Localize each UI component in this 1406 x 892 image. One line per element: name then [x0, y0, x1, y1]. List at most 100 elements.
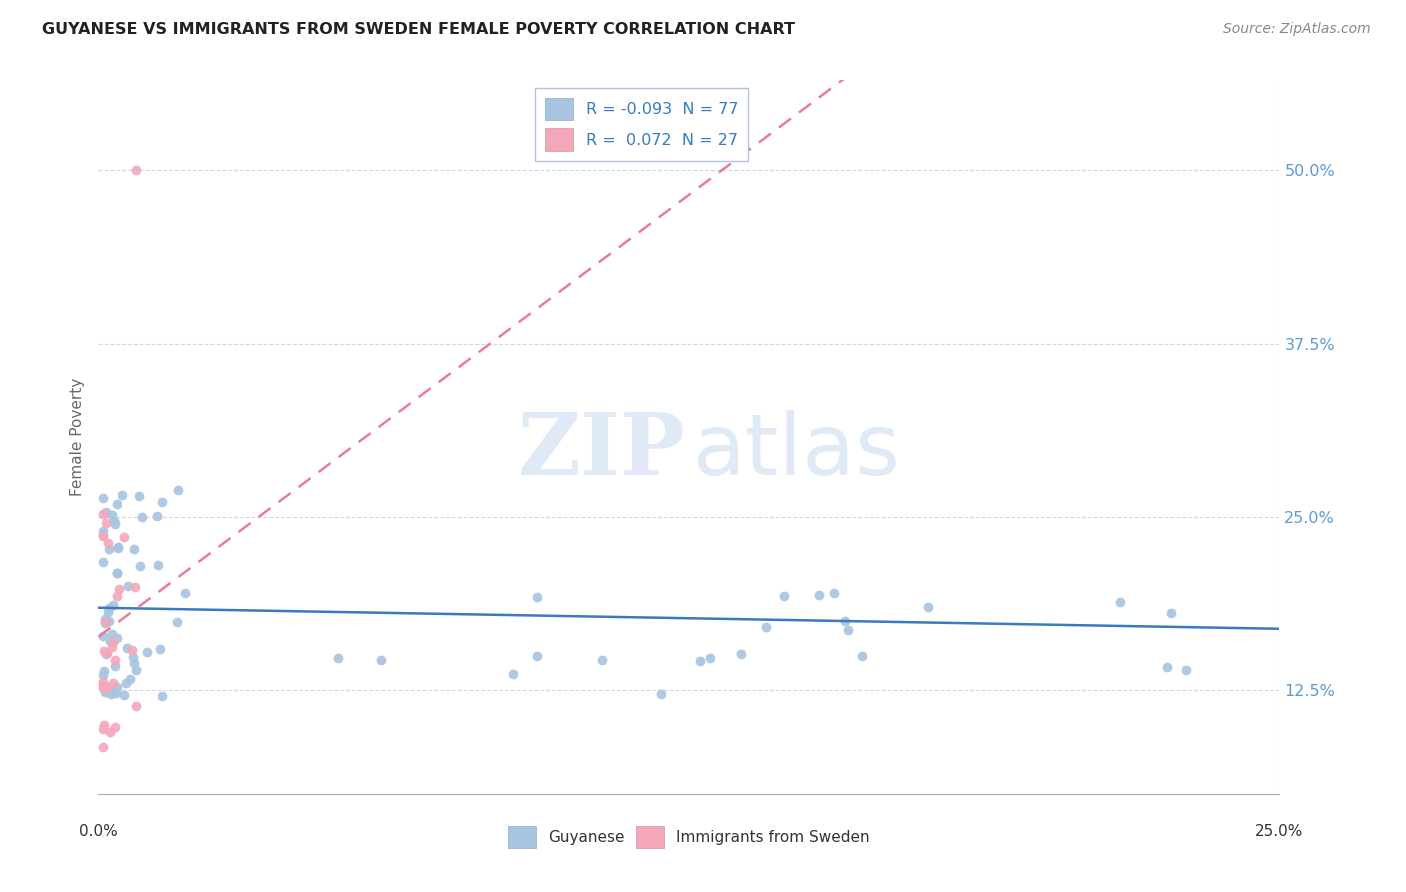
- Point: [121, 650, 143, 665]
- Point: [108, 582, 131, 596]
- Point: [125, 664, 148, 678]
- Point: [502, 667, 524, 681]
- Point: [150, 494, 173, 508]
- Point: [97, 536, 120, 550]
- Point: [96, 646, 118, 660]
- Point: [91, 524, 114, 538]
- Point: [150, 689, 173, 703]
- Point: [129, 558, 152, 573]
- Point: [97, 605, 120, 619]
- Point: [650, 687, 672, 701]
- Point: [117, 579, 139, 593]
- Point: [689, 654, 711, 668]
- Point: [124, 580, 146, 594]
- Point: [755, 619, 778, 633]
- Text: 0.0%: 0.0%: [79, 824, 118, 839]
- Point: [1160, 606, 1182, 620]
- Point: [105, 590, 128, 604]
- Point: [115, 676, 138, 690]
- Point: [91, 555, 114, 569]
- Point: [98, 600, 121, 615]
- Point: [91, 740, 114, 755]
- Text: 25.0%: 25.0%: [1256, 824, 1303, 839]
- Point: [173, 585, 195, 599]
- Y-axis label: Female Poverty: Female Poverty: [69, 378, 84, 496]
- Point: [111, 488, 134, 502]
- Point: [1156, 659, 1178, 673]
- Point: [100, 627, 122, 641]
- Point: [94, 615, 117, 630]
- Point: [91, 675, 114, 690]
- Point: [103, 635, 125, 649]
- Legend: Guyanese, Immigrants from Sweden: Guyanese, Immigrants from Sweden: [502, 820, 876, 854]
- Point: [105, 632, 128, 646]
- Text: GUYANESE VS IMMIGRANTS FROM SWEDEN FEMALE POVERTY CORRELATION CHART: GUYANESE VS IMMIGRANTS FROM SWEDEN FEMAL…: [42, 22, 796, 37]
- Point: [112, 688, 135, 702]
- Point: [526, 590, 548, 604]
- Point: [91, 677, 114, 691]
- Point: [1109, 595, 1132, 609]
- Point: [103, 514, 125, 528]
- Point: [104, 659, 127, 673]
- Point: [101, 598, 124, 612]
- Point: [91, 629, 114, 643]
- Point: [91, 528, 114, 542]
- Point: [93, 664, 115, 678]
- Point: [773, 589, 796, 603]
- Point: [146, 558, 169, 572]
- Point: [808, 588, 831, 602]
- Point: [100, 687, 122, 701]
- Point: [93, 615, 115, 629]
- Point: [98, 614, 121, 628]
- Point: [105, 566, 128, 580]
- Point: [837, 623, 859, 637]
- Point: [93, 644, 115, 658]
- Point: [91, 529, 114, 543]
- Point: [851, 648, 873, 663]
- Point: [122, 542, 145, 557]
- Point: [326, 651, 349, 665]
- Point: [125, 699, 148, 714]
- Point: [107, 541, 129, 556]
- Point: [105, 566, 128, 580]
- Point: [91, 722, 114, 736]
- Point: [98, 724, 121, 739]
- Point: [131, 510, 153, 524]
- Point: [124, 657, 146, 671]
- Point: [107, 497, 129, 511]
- Point: [103, 684, 125, 698]
- Point: [98, 634, 121, 648]
- Point: [166, 615, 188, 629]
- Text: atlas: atlas: [693, 409, 900, 493]
- Point: [149, 641, 172, 656]
- Point: [91, 668, 114, 682]
- Text: ZIP: ZIP: [517, 409, 685, 493]
- Point: [121, 643, 143, 657]
- Point: [94, 684, 117, 698]
- Point: [167, 483, 190, 498]
- Point: [125, 163, 148, 178]
- Point: [94, 505, 117, 519]
- Point: [115, 640, 138, 655]
- Point: [112, 530, 135, 544]
- Point: [103, 720, 125, 734]
- Point: [128, 489, 150, 503]
- Point: [136, 645, 159, 659]
- Point: [94, 647, 117, 661]
- Text: Source: ZipAtlas.com: Source: ZipAtlas.com: [1223, 22, 1371, 37]
- Point: [91, 508, 114, 522]
- Point: [101, 508, 124, 523]
- Point: [823, 586, 845, 600]
- Point: [526, 648, 548, 663]
- Point: [591, 653, 613, 667]
- Point: [94, 516, 117, 531]
- Point: [120, 672, 142, 686]
- Point: [370, 652, 392, 666]
- Point: [145, 508, 167, 523]
- Point: [91, 681, 114, 695]
- Point: [730, 647, 752, 661]
- Point: [104, 516, 127, 531]
- Point: [93, 718, 115, 732]
- Point: [97, 542, 120, 557]
- Point: [101, 676, 124, 690]
